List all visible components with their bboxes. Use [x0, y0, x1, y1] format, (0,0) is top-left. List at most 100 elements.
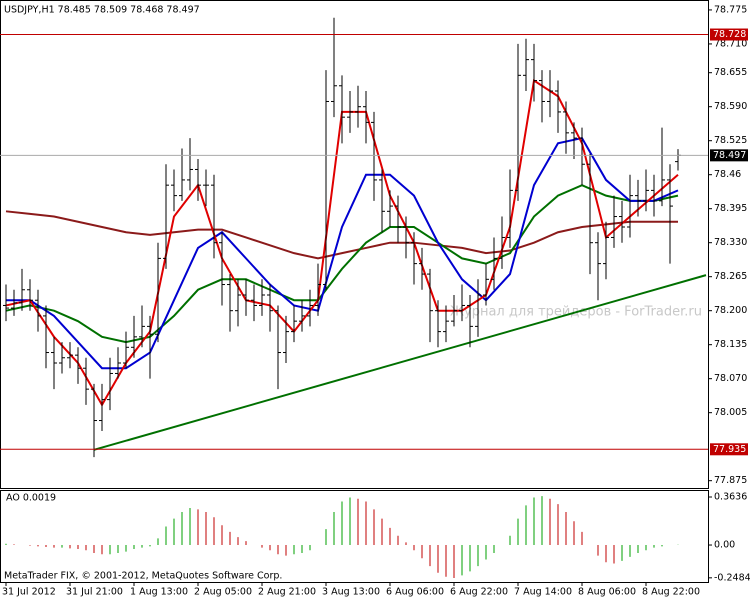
bar — [507, 169, 513, 248]
x-tick-label: 3 Aug 13:00 — [322, 587, 380, 598]
moving-average — [5, 184, 679, 344]
y-tick-label: 77.875 — [714, 475, 747, 486]
bar — [523, 38, 529, 92]
bar — [187, 138, 193, 191]
ao-tick-label: 0.3636 — [714, 492, 747, 503]
bar — [155, 242, 161, 343]
x-tick-label: 1 Aug 13:00 — [130, 587, 188, 598]
bar — [459, 284, 465, 322]
bar — [99, 383, 105, 431]
bar — [427, 268, 433, 343]
y-tick-label: 78.005 — [714, 407, 747, 418]
bar — [67, 342, 73, 369]
bar — [35, 289, 41, 332]
bar — [395, 195, 401, 243]
bar — [499, 216, 505, 269]
bar — [611, 195, 617, 248]
bar — [139, 305, 145, 348]
bar — [443, 305, 449, 343]
bar — [571, 122, 577, 160]
y-tick-label: 78.135 — [714, 339, 747, 350]
bar — [587, 153, 593, 275]
bar — [179, 148, 185, 201]
bar — [131, 315, 137, 358]
level-box — [710, 28, 748, 41]
x-tick-label: 8 Aug 06:00 — [578, 587, 636, 598]
bar — [563, 101, 569, 154]
bar — [235, 279, 241, 327]
bar — [347, 91, 353, 133]
bar — [75, 347, 81, 384]
copyright: MetaTrader FIX, © 2001-2012, MetaQuotes … — [4, 571, 282, 582]
bar — [411, 232, 417, 285]
bar — [219, 232, 225, 306]
y-tick-label: 78.265 — [714, 271, 747, 282]
bar — [19, 268, 25, 311]
ao-label: AO 0.0019 — [6, 493, 56, 504]
y-tick-label: 78.395 — [714, 203, 747, 214]
bar — [419, 247, 425, 290]
moving-average — [5, 210, 678, 260]
bar — [547, 70, 553, 118]
price-plot — [3, 17, 707, 458]
bar — [163, 164, 169, 269]
bar — [43, 305, 49, 369]
y-tick-label: 78.46 — [714, 169, 741, 180]
bar — [115, 347, 121, 379]
bar — [403, 216, 409, 259]
bar — [515, 43, 521, 201]
x-tick-label: 31 Jul 21:00 — [66, 587, 123, 598]
bar — [603, 221, 609, 280]
bar — [59, 342, 65, 374]
bar — [483, 263, 489, 306]
bar — [299, 300, 305, 332]
bar — [435, 300, 441, 348]
trend-line — [93, 274, 707, 451]
x-tick-label: 7 Aug 14:00 — [514, 587, 572, 598]
bar — [491, 237, 497, 290]
bar — [315, 263, 321, 316]
bar — [555, 80, 561, 133]
y-tick-label: 78.200 — [714, 305, 747, 316]
bar — [275, 305, 281, 390]
ao-tick-label: 0.00 — [714, 540, 735, 551]
x-tick-label: 2 Aug 05:00 — [194, 587, 252, 598]
level-label: 78.728 — [713, 29, 746, 40]
x-tick-label: 6 Aug 06:00 — [386, 587, 444, 598]
bar — [307, 289, 313, 327]
bar — [667, 164, 673, 264]
bar — [211, 174, 217, 259]
bar — [355, 85, 361, 128]
bar — [643, 169, 649, 212]
bar — [195, 159, 201, 201]
y-tick-label: 78.525 — [714, 135, 747, 146]
bar — [203, 169, 209, 207]
x-tick-label: 2 Aug 21:00 — [258, 587, 316, 598]
bar — [11, 289, 17, 316]
x-tick-label: 8 Aug 22:00 — [642, 587, 700, 598]
bar — [243, 279, 249, 316]
bar — [627, 174, 633, 238]
bar — [51, 336, 57, 390]
ao-panel — [0, 490, 709, 583]
bar — [171, 169, 177, 212]
x-tick-label: 6 Aug 22:00 — [450, 587, 508, 598]
bar — [267, 284, 273, 332]
bar — [539, 70, 545, 123]
y-tick-label: 78.655 — [714, 67, 747, 78]
bar — [659, 127, 665, 207]
y-tick-label: 78.070 — [714, 373, 747, 384]
bar — [91, 383, 97, 458]
bar — [531, 43, 537, 102]
bar — [651, 174, 657, 217]
y-tick-label: 78.330 — [714, 237, 747, 248]
level-label: 77.935 — [713, 444, 746, 455]
bar — [635, 179, 641, 217]
bar — [595, 232, 601, 301]
bar — [371, 111, 377, 201]
level-box — [710, 443, 748, 456]
bar — [579, 127, 585, 186]
bar — [3, 284, 9, 322]
bar — [107, 357, 113, 411]
